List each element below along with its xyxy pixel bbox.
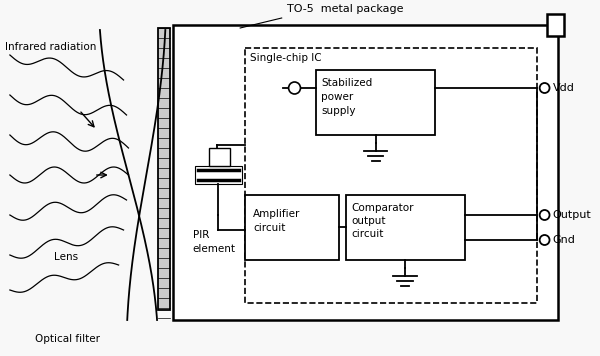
Text: Comparator: Comparator (352, 203, 415, 213)
Text: Stabilized: Stabilized (321, 78, 373, 88)
Text: PIR: PIR (193, 230, 209, 240)
Circle shape (539, 210, 550, 220)
Text: Vdd: Vdd (553, 83, 574, 93)
Text: Gnd: Gnd (553, 235, 575, 245)
Text: TO-5  metal package: TO-5 metal package (287, 4, 403, 14)
Text: Output: Output (553, 210, 591, 220)
Text: element: element (193, 244, 236, 254)
Bar (173, 25, 559, 320)
Text: Optical filter: Optical filter (35, 334, 100, 344)
Text: Single-chip IC: Single-chip IC (250, 53, 322, 63)
Bar (195, 166, 242, 184)
Bar (245, 195, 339, 260)
Bar (209, 148, 230, 166)
Bar (346, 195, 464, 260)
Text: supply: supply (321, 106, 356, 116)
Text: power: power (321, 92, 353, 102)
Bar (245, 48, 536, 303)
Bar (316, 70, 435, 135)
Text: Amplifier: Amplifier (253, 209, 301, 219)
Circle shape (289, 82, 301, 94)
Text: output: output (352, 216, 386, 226)
Circle shape (539, 83, 550, 93)
Bar (158, 28, 170, 310)
Bar (547, 14, 565, 36)
Text: Infrared radiation: Infrared radiation (5, 42, 97, 52)
Text: Lens: Lens (55, 252, 79, 262)
Text: circuit: circuit (253, 223, 286, 233)
Circle shape (539, 235, 550, 245)
Text: circuit: circuit (352, 229, 384, 239)
